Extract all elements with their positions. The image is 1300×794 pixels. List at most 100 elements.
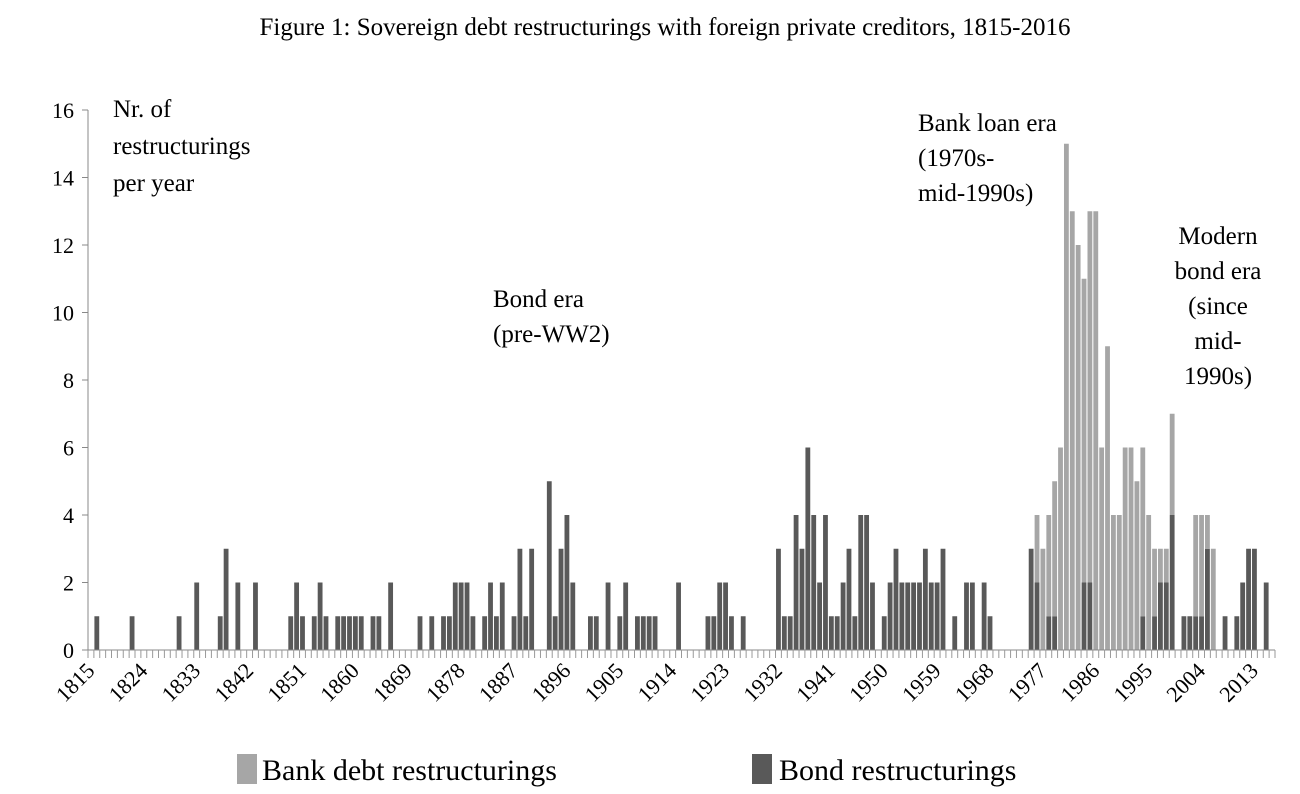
bar-bank-1998	[1163, 548, 1169, 583]
annotation-line: Bond era	[493, 286, 584, 313]
bar-bond-1938	[811, 515, 817, 650]
bar-bond-1879	[464, 582, 470, 650]
x-tick-label: 1977	[1003, 658, 1052, 707]
bar-bond-1849	[288, 616, 294, 650]
bar-bond-1937	[805, 447, 811, 650]
bar-bond-1909	[640, 616, 646, 650]
bar-bond-1894	[552, 616, 558, 650]
y-tick-label: 16	[52, 98, 74, 123]
x-tick-label: 2004	[1161, 658, 1210, 707]
bar-bond-1910	[646, 616, 652, 650]
bar-bond-1996	[1152, 616, 1157, 650]
bar-bank-1986	[1093, 211, 1099, 650]
bar-bond-2011	[1240, 582, 1246, 650]
bar-bond-1882	[482, 616, 488, 650]
bar-bond-1960	[940, 548, 946, 650]
bar-bank-1983	[1075, 245, 1081, 650]
bar-bond-1890	[529, 548, 535, 650]
y-axis-label-line: Nr. of	[113, 96, 172, 123]
bar-bond-1998	[1163, 582, 1169, 650]
legend-swatch-bond	[752, 754, 772, 784]
bar-bond-1936	[799, 548, 805, 650]
bar-bond-1945	[852, 616, 858, 650]
bar-bond-1942	[834, 616, 840, 650]
x-tick-label: 1842	[209, 658, 258, 707]
annotation-line: Bank loan era	[918, 110, 1057, 137]
bar-bond-1999	[1169, 515, 1175, 650]
y-axis: 0 2 4 6 8 10 12 14 16	[52, 98, 89, 663]
bar-bank-1978	[1046, 515, 1052, 617]
x-tick-label: 2013	[1214, 658, 1263, 707]
x-axis: 1815 1824 1833 1842 1851 1860 1869 1878 1887 1896…	[51, 649, 1276, 707]
annotation-line: (1970s-	[918, 145, 994, 172]
x-tick-label: 1932	[738, 658, 787, 707]
bar-bond-1901	[593, 616, 599, 650]
bar-bond-1877	[452, 582, 458, 650]
y-axis-label-line: restructurings	[113, 133, 250, 160]
bar-bond-1878	[458, 582, 464, 650]
bar-bond-1897	[570, 582, 576, 650]
bar-bond-1978	[1046, 616, 1052, 650]
bar-bond-1915	[676, 582, 681, 650]
x-tick-label: 1959	[897, 658, 946, 707]
chart-title: Figure 1: Sovereign debt restructurings …	[260, 14, 1071, 41]
bar-bond-1838	[223, 548, 229, 650]
bar-bond-1864	[376, 616, 382, 650]
x-tick-label: 1968	[950, 658, 999, 707]
bar-bond-1903	[605, 582, 611, 650]
annotation-bond-era: Bond era (pre-WW2)	[493, 286, 610, 348]
bar-bank-1996	[1152, 548, 1157, 617]
bar-bond-1997	[1158, 582, 1163, 650]
x-tick-label: 1914	[632, 658, 681, 707]
bar-bank-1989	[1110, 515, 1116, 650]
bar-bond-1968	[987, 616, 993, 650]
bar-bond-1932	[776, 548, 781, 650]
bar-bond-1816	[94, 616, 100, 650]
annotation-line: bond era	[1175, 258, 1262, 285]
bar-bond-2012	[1246, 548, 1251, 650]
bar-bank-1995	[1146, 515, 1152, 650]
annotation-line: (pre-WW2)	[493, 321, 610, 348]
bar-bond-1920	[705, 616, 711, 650]
bar-bank-1984	[1081, 278, 1087, 583]
annotation-modern-bond-era: Modern bond era (since mid- 1990s)	[1175, 223, 1262, 390]
bar-bond-1905	[617, 616, 623, 650]
y-tick-label: 14	[52, 166, 74, 191]
bar-bond-1911	[652, 616, 658, 650]
bar-bank-1993	[1134, 481, 1140, 650]
bar-bond-1871	[417, 616, 423, 650]
legend-label-bond: Bond restructurings	[779, 754, 1016, 787]
bar-bond-1935	[793, 515, 799, 650]
bar-bond-1840	[235, 582, 241, 650]
bar-bond-1939	[817, 582, 823, 650]
bar-bond-1873	[429, 616, 435, 650]
y-tick-label: 12	[52, 233, 74, 258]
bar-bond-1948	[870, 582, 875, 650]
x-tick-label: 1995	[1108, 658, 1157, 707]
bar-bond-1944	[846, 548, 852, 650]
bar-bond-1858	[341, 616, 347, 650]
bar-bond-1857	[335, 616, 341, 650]
bar-bond-1888	[517, 548, 523, 650]
x-tick-label: 1905	[580, 658, 629, 707]
annotation-line: mid-1990s)	[918, 180, 1033, 207]
x-tick-label: 1833	[156, 658, 205, 707]
x-tick-label: 1986	[1056, 658, 1105, 707]
bar-bond-1947	[864, 515, 870, 650]
bar-bond-1833	[194, 582, 200, 650]
y-tick-label: 10	[52, 301, 74, 326]
bar-bond-1994	[1140, 616, 1146, 650]
bar-bond-1822	[129, 616, 135, 650]
x-tick-label: 1815	[51, 658, 100, 707]
bar-bond-1955	[911, 582, 917, 650]
annotation-line: Modern	[1178, 223, 1258, 250]
bar-bond-1941	[828, 616, 834, 650]
bar-bank-1981	[1063, 143, 1069, 650]
y-tick-label: 6	[63, 436, 74, 461]
bar-bond-1940	[823, 515, 828, 650]
bars-group	[94, 143, 1269, 650]
bar-bond-2005	[1205, 548, 1210, 650]
bar-bond-1923	[723, 582, 728, 650]
bar-bond-2010	[1234, 616, 1240, 650]
bar-bond-1885	[499, 582, 505, 650]
